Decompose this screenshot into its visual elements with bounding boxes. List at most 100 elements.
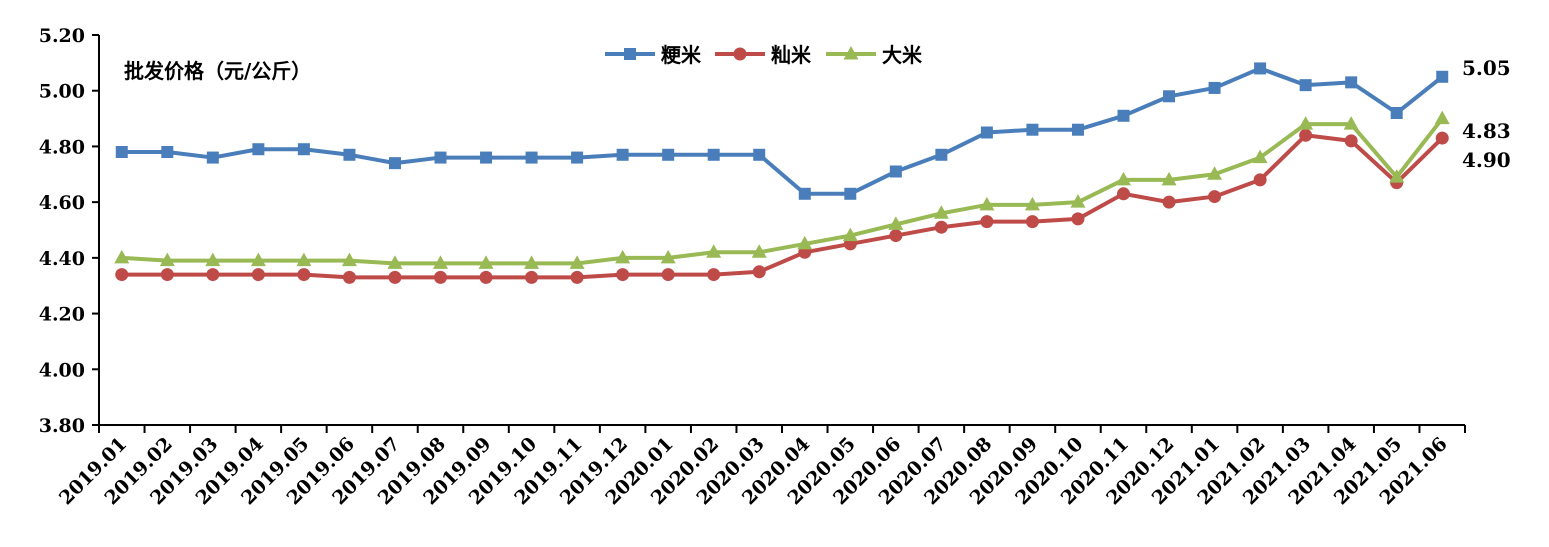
data-point	[388, 157, 401, 170]
data-point	[251, 268, 265, 282]
data-point	[480, 151, 493, 164]
series-line-1	[121, 66, 1444, 196]
legend-marker	[733, 47, 747, 61]
series-line-2	[121, 133, 1444, 280]
data-point	[844, 187, 857, 200]
series-lines	[121, 66, 1444, 280]
data-point	[525, 151, 538, 164]
x-tick-labels: 2019.012019.022019.032019.042019.052019.…	[55, 433, 1452, 509]
y-tick-label: 4.80	[39, 136, 85, 158]
data-point	[842, 227, 858, 242]
data-point	[1025, 215, 1039, 229]
value-annotation: 5.05	[1462, 56, 1511, 80]
data-point	[1208, 190, 1222, 204]
data-point	[1024, 196, 1040, 211]
data-point	[1298, 116, 1314, 130]
data-point	[661, 268, 675, 282]
data-point	[1070, 194, 1086, 208]
data-point	[888, 216, 904, 230]
data-point	[388, 270, 402, 284]
legend-label: 大米	[882, 43, 923, 67]
data-point	[296, 252, 312, 267]
data-point	[1389, 169, 1405, 183]
data-point	[798, 187, 811, 200]
data-point	[434, 270, 447, 284]
data-point	[1026, 123, 1039, 136]
data-point	[706, 244, 722, 258]
data-point	[1436, 70, 1449, 83]
legend: 粳米 籼米 大米	[605, 43, 923, 67]
value-annotation: 4.83	[1462, 119, 1511, 143]
y-axis-label: 批发价格（元/公斤）	[124, 59, 311, 83]
data-point	[935, 148, 948, 161]
data-point	[161, 146, 174, 158]
data-point	[1253, 173, 1267, 187]
y-tick-label: 4.60	[39, 192, 85, 214]
data-point	[206, 268, 220, 282]
legend-label: 籼米	[771, 43, 812, 67]
data-point	[114, 249, 130, 264]
data-point	[1208, 81, 1221, 94]
data-point	[1299, 79, 1312, 92]
data-point	[571, 151, 584, 164]
data-point	[569, 255, 585, 269]
y-tick-label: 3.80	[39, 415, 85, 437]
data-point	[615, 249, 631, 264]
data-point	[524, 255, 540, 269]
data-point	[570, 270, 584, 284]
data-point	[297, 143, 310, 156]
data-point	[1117, 187, 1130, 201]
y-tick-label: 4.40	[39, 248, 85, 270]
data-point	[753, 148, 766, 161]
data-point	[342, 270, 356, 284]
data-point	[707, 268, 721, 282]
data-point	[1299, 128, 1313, 142]
data-point	[1435, 131, 1449, 145]
data-point	[205, 252, 221, 267]
legend-marker	[624, 48, 636, 60]
data-point	[478, 255, 494, 269]
legend-marker	[843, 46, 859, 60]
data-point	[889, 229, 903, 243]
data-point	[341, 252, 357, 267]
y-tick-label: 5.00	[39, 81, 85, 103]
series-markers	[114, 62, 1450, 284]
data-point	[1252, 149, 1268, 164]
value-annotation: 4.90	[1462, 148, 1511, 172]
data-point	[1254, 62, 1267, 75]
data-point	[616, 268, 630, 282]
data-point	[434, 151, 447, 164]
data-point	[1343, 116, 1359, 130]
data-point	[1116, 171, 1131, 186]
data-point	[616, 148, 629, 161]
data-point	[433, 255, 448, 269]
data-point	[115, 268, 129, 282]
data-point	[525, 270, 539, 284]
data-point	[889, 165, 902, 178]
data-point	[1434, 110, 1450, 125]
data-point	[660, 249, 676, 264]
data-point	[751, 244, 767, 258]
data-point	[797, 235, 813, 250]
data-point	[252, 143, 265, 156]
data-point	[1207, 166, 1223, 180]
data-point	[1390, 107, 1403, 119]
y-tick-label: 4.20	[39, 304, 85, 326]
annotations: 5.05 4.83 4.90	[1462, 56, 1511, 172]
data-point	[1161, 171, 1177, 186]
data-point	[1344, 134, 1358, 148]
data-point	[662, 148, 675, 161]
data-point	[250, 252, 266, 267]
data-point	[979, 196, 995, 211]
data-point	[933, 205, 949, 219]
data-point	[752, 265, 766, 279]
data-point	[980, 215, 994, 229]
data-point	[1162, 195, 1176, 209]
data-point	[934, 220, 948, 234]
axes	[92, 34, 1466, 433]
data-point	[159, 252, 175, 267]
data-point	[1071, 212, 1085, 226]
data-point	[1345, 76, 1358, 89]
data-point	[297, 268, 311, 282]
